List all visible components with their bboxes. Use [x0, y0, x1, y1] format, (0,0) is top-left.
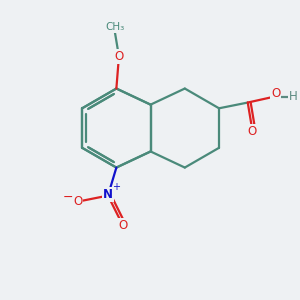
Text: O: O	[271, 87, 280, 100]
Text: O: O	[73, 195, 83, 208]
Text: −: −	[63, 190, 74, 203]
Text: N: N	[103, 188, 113, 201]
Text: CH₃: CH₃	[105, 22, 124, 32]
Text: +: +	[112, 182, 120, 192]
Text: H: H	[289, 90, 298, 103]
Text: O: O	[118, 219, 127, 232]
Text: O: O	[114, 50, 124, 63]
Text: O: O	[248, 125, 257, 138]
